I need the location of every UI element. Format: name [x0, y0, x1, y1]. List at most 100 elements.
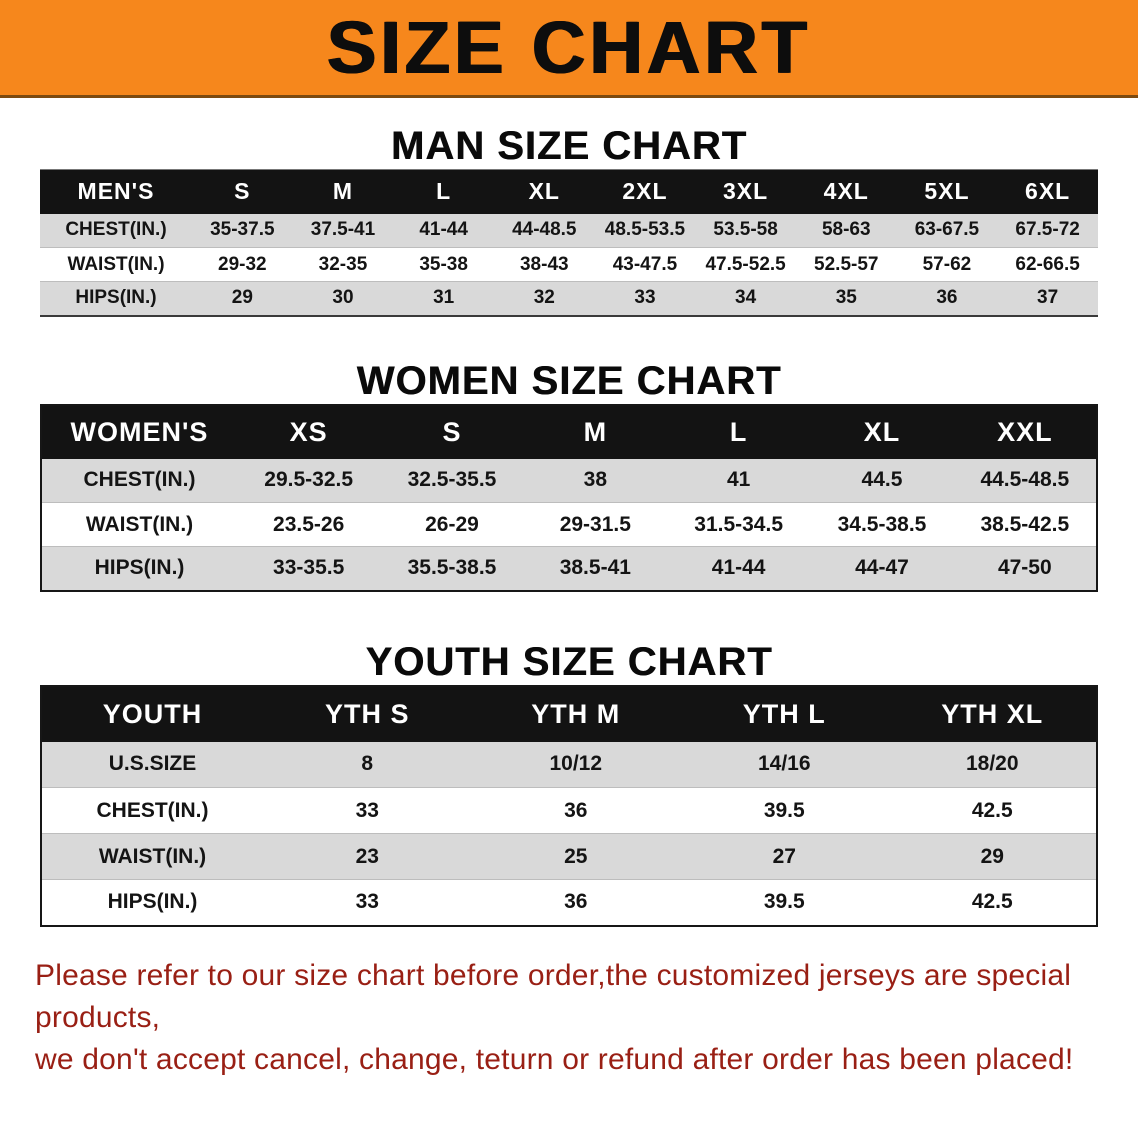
row-label: CHEST(IN.): [83, 468, 196, 492]
row-label: CHEST(IN.): [96, 798, 209, 822]
size-value-cell: 44-47: [855, 556, 909, 580]
size-column-header: M: [523, 404, 667, 459]
size-column-header: L: [666, 404, 811, 459]
size-value-cell: 29-32: [218, 253, 267, 275]
size-column-header: S: [380, 404, 524, 459]
table-row: HIPS(IN.) 33 36 39.5 42.5: [41, 879, 1097, 926]
row-label: WAIST(IN.): [85, 512, 194, 536]
table-header-row: MEN'S S M L XL 2XL 3XL 4XL 5XL 6XL: [40, 169, 1098, 214]
size-value-cell: 35-37.5: [210, 219, 275, 241]
size-value-cell: 47-50: [997, 556, 1052, 580]
page-title: SIZE CHART: [327, 5, 811, 89]
size-value-cell: 62-66.5: [1015, 253, 1080, 275]
size-value-cell: 23: [355, 844, 379, 868]
size-column-header: S: [192, 169, 293, 214]
row-label: HIPS(IN.): [107, 890, 198, 914]
size-value-cell: 39.5: [763, 890, 805, 914]
size-value-cell: 44.5: [861, 468, 903, 492]
size-value-cell: 32-35: [318, 253, 368, 275]
order-policy-line-2: we don't accept cancel, change, teturn o…: [35, 1042, 1074, 1076]
size-column-header: XL: [810, 404, 954, 459]
size-value-cell: 41-44: [419, 219, 468, 241]
row-label: U.S.SIZE: [108, 752, 197, 776]
size-value-cell: 41-44: [711, 556, 766, 580]
size-value-cell: 38-43: [519, 253, 569, 275]
size-value-cell: 30: [332, 287, 354, 309]
youth-size-table: YOUTH YTH S YTH M YTH L YTH XL U.S.SIZE 8 10/12…: [40, 684, 1098, 927]
order-policy-note: Please refer to our size chart before or…: [35, 955, 1103, 1081]
size-column-header: L: [393, 169, 494, 214]
size-value-cell: 33-35.5: [273, 556, 345, 580]
size-column-header: YTH M: [471, 685, 680, 742]
row-label: HIPS(IN.): [94, 556, 185, 580]
size-column-header: 4XL: [795, 169, 897, 214]
table-row: WAIST(IN.) 29-32 32-35 35-38 38-43 43-47.5 47.…: [40, 247, 1098, 282]
table-title-cell: WOMEN'S: [41, 404, 237, 459]
size-value-cell: 33: [355, 890, 379, 914]
size-column-header: YTH L: [680, 685, 889, 742]
size-value-cell: 44-48.5: [512, 219, 577, 241]
size-value-cell: 26-29: [425, 512, 479, 536]
table-title-cell: MEN'S: [40, 169, 192, 214]
size-column-header: XS: [237, 404, 381, 459]
table-row: CHEST(IN.) 29.5-32.5 32.5-35.5 38 41 44.5 44.5…: [41, 458, 1097, 503]
size-value-cell: 58-63: [821, 219, 871, 241]
men-section-heading: MAN SIZE CHART: [390, 124, 748, 168]
size-value-cell: 34: [735, 287, 757, 309]
table-row: WAIST(IN.) 23 25 27 29: [41, 833, 1097, 880]
size-column-header: 5XL: [896, 169, 998, 214]
size-column-header: XL: [493, 169, 595, 214]
size-value-cell: 29.5-32.5: [264, 468, 354, 492]
size-value-cell: 33: [634, 287, 656, 309]
size-value-cell: 31.5-34.5: [694, 512, 784, 536]
size-value-cell: 36: [936, 287, 958, 309]
size-value-cell: 38.5-42.5: [980, 512, 1070, 536]
size-value-cell: 29-31.5: [559, 512, 631, 536]
size-value-cell: 42.5: [971, 798, 1013, 822]
size-value-cell: 48.5-53.5: [604, 219, 686, 241]
row-label: WAIST(IN.): [98, 844, 207, 868]
size-value-cell: 37.5-41: [310, 219, 376, 241]
size-value-cell: 38: [583, 468, 607, 492]
size-value-cell: 34.5-38.5: [837, 512, 927, 536]
women-section-heading: WOMEN SIZE CHART: [356, 358, 782, 403]
table-row: U.S.SIZE 8 10/12 14/16 18/20: [41, 741, 1097, 788]
youth-section-heading: YOUTH SIZE CHART: [365, 639, 773, 684]
table-row: CHEST(IN.) 33 36 39.5 42.5: [41, 787, 1097, 834]
size-value-cell: 63-67.5: [914, 219, 980, 241]
size-value-cell: 43-47.5: [612, 253, 678, 275]
size-value-cell: 18/20: [965, 752, 1019, 776]
size-value-cell: 29: [980, 844, 1004, 868]
size-value-cell: 23.5-26: [273, 512, 345, 536]
size-value-cell: 42.5: [971, 890, 1013, 914]
order-policy-line-1: Please refer to our size chart before or…: [35, 958, 1072, 1034]
size-value-cell: 37: [1037, 287, 1059, 309]
row-label: WAIST(IN.): [67, 253, 165, 275]
row-label: CHEST(IN.): [65, 219, 167, 241]
size-value-cell: 67.5-72: [1015, 219, 1080, 241]
size-value-cell: 53.5-58: [713, 219, 778, 241]
size-value-cell: 29: [231, 287, 253, 309]
men-size-table: MEN'S S M L XL 2XL 3XL 4XL 5XL 6XL CHEST(IN.) 35-37…: [40, 169, 1098, 317]
size-value-cell: 36: [564, 798, 588, 822]
size-value-cell: 31: [433, 287, 455, 309]
size-column-header: XXL: [953, 404, 1097, 459]
size-value-cell: 35-38: [419, 253, 468, 275]
size-value-cell: 8: [361, 752, 374, 776]
size-column-header: M: [292, 169, 394, 214]
size-value-cell: 14/16: [757, 752, 811, 776]
size-value-cell: 36: [564, 890, 588, 914]
table-header-row: WOMEN'S XS S M L XL XXL: [41, 404, 1097, 459]
size-value-cell: 33: [355, 798, 379, 822]
banner: SIZE CHART: [0, 0, 1138, 98]
size-column-header: 3XL: [695, 169, 796, 214]
size-column-header: YTH S: [263, 685, 472, 742]
size-value-cell: 47.5-52.5: [705, 253, 786, 275]
table-row: CHEST(IN.) 35-37.5 37.5-41 41-44 44-48.5 48.5…: [40, 213, 1098, 248]
size-value-cell: 35: [835, 287, 857, 309]
table-row: WAIST(IN.) 23.5-26 26-29 29-31.5 31.5-34.5 34…: [41, 502, 1097, 547]
size-value-cell: 32: [533, 287, 555, 309]
women-size-table: WOMEN'S XS S M L XL XXL CHEST(IN.) 29.5-32.5 32.5…: [40, 403, 1098, 592]
size-value-cell: 52.5-57: [814, 253, 879, 275]
